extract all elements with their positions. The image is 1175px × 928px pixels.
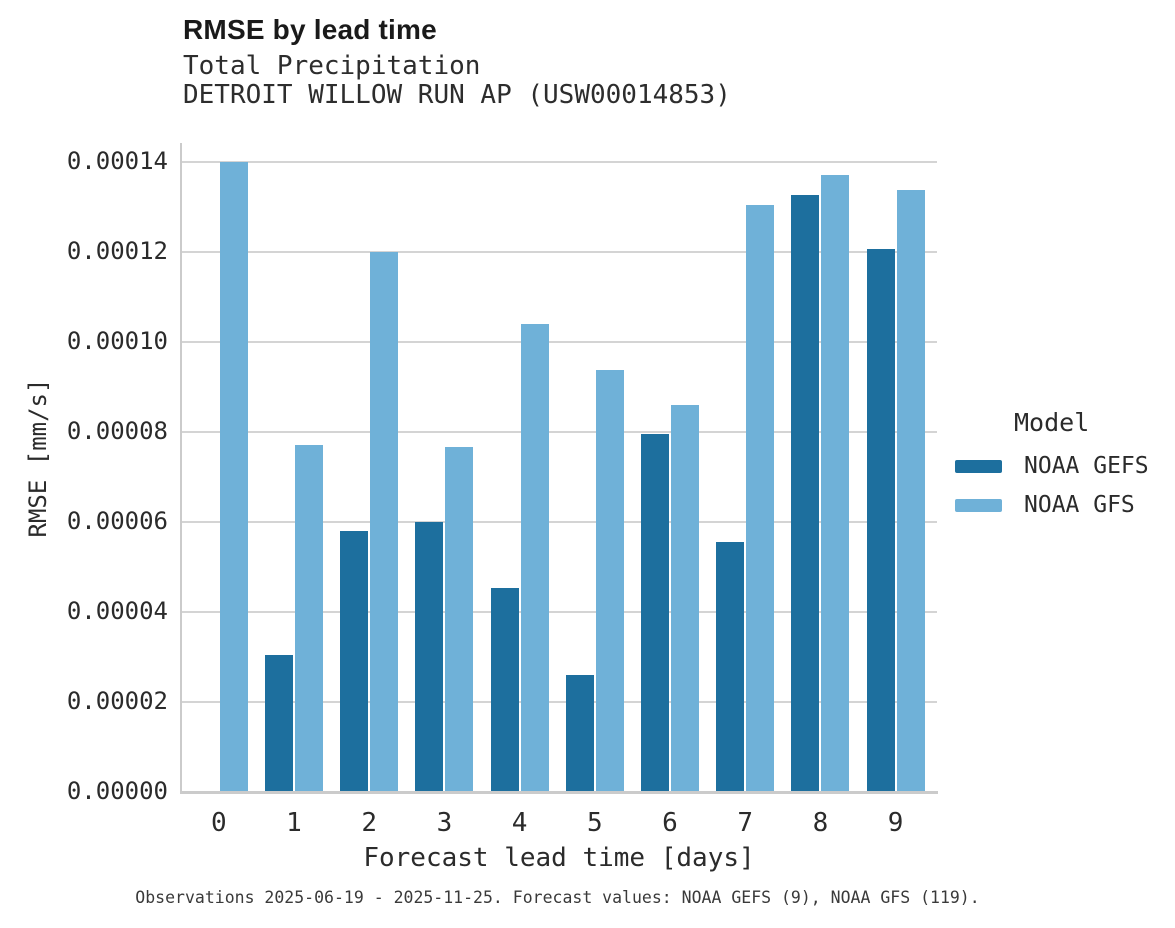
- chart-station-subtitle: DETROIT WILLOW RUN AP (USW00014853): [183, 80, 731, 110]
- bar-noaa-gfs-lead-3: [445, 447, 474, 792]
- footer-note: Observations 2025-06-19 - 2025-11-25. Fo…: [135, 888, 980, 907]
- bar-noaa-gefs-lead-6: [641, 433, 669, 792]
- bar-noaa-gfs-lead-0: [219, 162, 248, 792]
- chart-title: RMSE by lead time: [183, 14, 437, 45]
- legend-swatch-gefs-icon: [955, 459, 1002, 473]
- y-tick-label: 0.00012: [66, 237, 168, 265]
- gridline: [181, 521, 937, 523]
- bar-noaa-gfs-lead-9: [896, 190, 925, 792]
- bar-noaa-gefs-lead-1: [265, 654, 293, 792]
- bar-noaa-gfs-lead-5: [595, 370, 624, 792]
- x-tick-label: 6: [662, 808, 678, 838]
- gridline: [181, 431, 937, 433]
- y-axis-spine: [180, 143, 182, 794]
- x-axis-label: Forecast lead time [days]: [363, 843, 755, 873]
- y-tick-label: 0.00006: [66, 507, 168, 535]
- legend-label-gfs: NOAA GFS: [1024, 492, 1135, 518]
- bar-noaa-gfs-lead-2: [370, 252, 399, 792]
- x-tick-label: 3: [436, 808, 453, 838]
- legend-item-noaa-gfs: NOAA GFS: [955, 492, 1149, 518]
- chart-subtitle: Total Precipitation: [183, 51, 481, 81]
- x-tick-label: 9: [887, 808, 904, 838]
- gridline: [181, 611, 937, 613]
- bar-noaa-gefs-lead-2: [340, 531, 369, 792]
- bar-noaa-gefs-lead-8: [791, 195, 820, 792]
- x-tick-label: 4: [511, 808, 528, 838]
- bar-noaa-gfs-lead-6: [671, 404, 699, 792]
- bar-noaa-gefs-lead-4: [490, 588, 519, 792]
- gridline: [181, 161, 937, 163]
- y-tick-label: 0.00008: [66, 417, 168, 445]
- y-tick-label: 0.00014: [66, 147, 168, 175]
- bar-noaa-gfs-lead-4: [520, 324, 549, 792]
- bar-noaa-gfs-lead-8: [821, 174, 850, 792]
- legend-label-gefs: NOAA GEFS: [1024, 453, 1149, 479]
- legend-swatch-gfs-icon: [955, 498, 1002, 512]
- bar-noaa-gefs-lead-9: [866, 248, 895, 792]
- x-axis-baseline: [180, 791, 938, 794]
- bar-noaa-gefs-lead-3: [415, 522, 444, 792]
- x-tick-label: 0: [210, 808, 227, 838]
- legend-title: Model: [1014, 408, 1090, 437]
- y-tick-label: 0.00002: [66, 687, 168, 715]
- x-tick-label: 5: [586, 808, 603, 838]
- bar-noaa-gfs-lead-7: [746, 205, 775, 792]
- gridline: [181, 251, 937, 253]
- x-tick-label: 7: [737, 808, 754, 838]
- bar-noaa-gefs-lead-7: [716, 542, 745, 792]
- x-tick-label: 8: [812, 808, 829, 838]
- gridline: [181, 701, 937, 703]
- y-tick-label: 0.00010: [66, 327, 168, 355]
- bar-noaa-gfs-lead-1: [295, 445, 323, 792]
- x-tick-label: 2: [361, 808, 378, 838]
- y-tick-label: 0.00000: [66, 777, 168, 805]
- bar-noaa-gefs-lead-5: [565, 675, 594, 792]
- y-axis-label: RMSE [mm/s]: [24, 378, 52, 538]
- legend: Model NOAA GEFS NOAA GFS: [955, 408, 1149, 531]
- y-tick-label: 0.00004: [66, 597, 168, 625]
- x-tick-label: 1: [286, 808, 302, 838]
- legend-item-noaa-gefs: NOAA GEFS: [955, 453, 1149, 479]
- gridline: [181, 341, 937, 343]
